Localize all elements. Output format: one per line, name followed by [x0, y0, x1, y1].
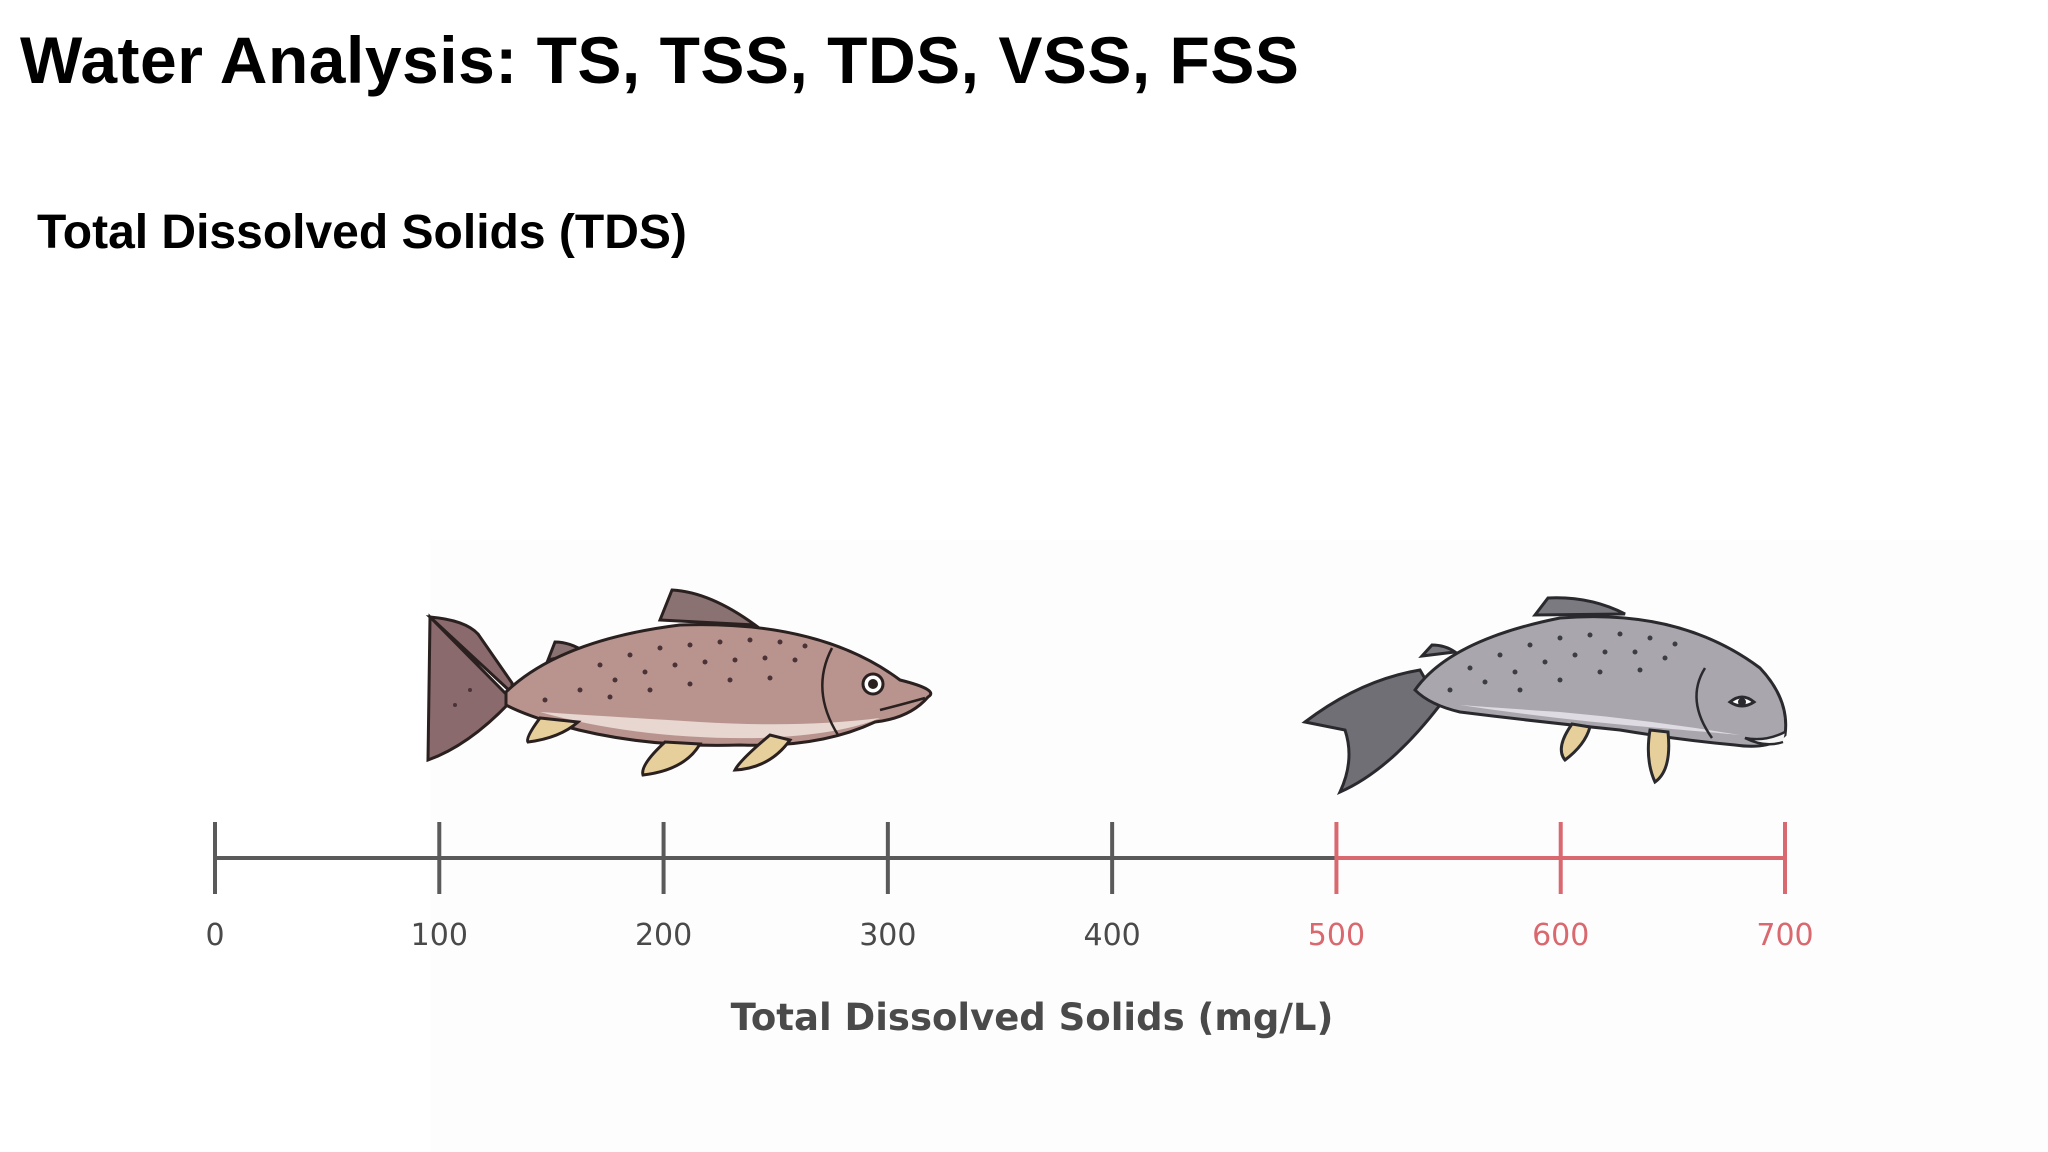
tick-label-0: 0 [205, 918, 224, 953]
tick-label-600: 600 [1532, 918, 1589, 953]
stressed-fish-tail [1301, 668, 1442, 795]
stressed-fish-adipose-fin [1418, 643, 1460, 658]
slide-title: Water Analysis: TS, TSS, TDS, VSS, FSS [20, 23, 1300, 97]
stressed-fish-body [1413, 615, 1788, 748]
stressed-fish-icon [1301, 596, 1788, 795]
slide-subtitle: Total Dissolved Solids (TDS) [37, 206, 687, 259]
stressed-fish-gill [1695, 667, 1714, 739]
stressed-fish-pupil [1738, 698, 1746, 706]
tick-label-200: 200 [635, 918, 692, 953]
healthy-fish-body [504, 623, 933, 747]
healthy-fish-anal-fin [526, 716, 582, 744]
tick-label-700: 700 [1756, 918, 1813, 953]
healthy-fish-pelvic-fin [641, 740, 703, 777]
tick-label-100: 100 [411, 918, 468, 953]
stressed-fish-belly [1460, 705, 1740, 735]
healthy-fish-spots [453, 637, 808, 707]
tick-label-400: 400 [1084, 918, 1141, 953]
stressed-fish-pectoral-fin [1646, 728, 1671, 785]
healthy-fish-pectoral-fin [732, 733, 793, 772]
healthy-fish-belly [540, 712, 880, 739]
stressed-fish-pelvic-fin [1559, 722, 1592, 763]
healthy-fish-icon [425, 588, 933, 777]
tds-number-line: 0 100 200 300 400 500 600 700 [205, 822, 1814, 953]
healthy-fish-gill [821, 647, 840, 736]
healthy-fish-pupil [868, 679, 878, 689]
stressed-fish-mouth [1744, 730, 1786, 746]
healthy-fish-mouth [879, 696, 926, 712]
tick-label-500: 500 [1308, 918, 1365, 953]
stressed-fish-spots [1447, 631, 1678, 693]
stressed-fish-dorsal-fin [1531, 596, 1626, 617]
tick-label-300: 300 [859, 918, 916, 953]
healthy-fish-dorsal-fin [657, 588, 760, 627]
axis-title: Total Dissolved Solids (mg/L) [731, 996, 1334, 1039]
